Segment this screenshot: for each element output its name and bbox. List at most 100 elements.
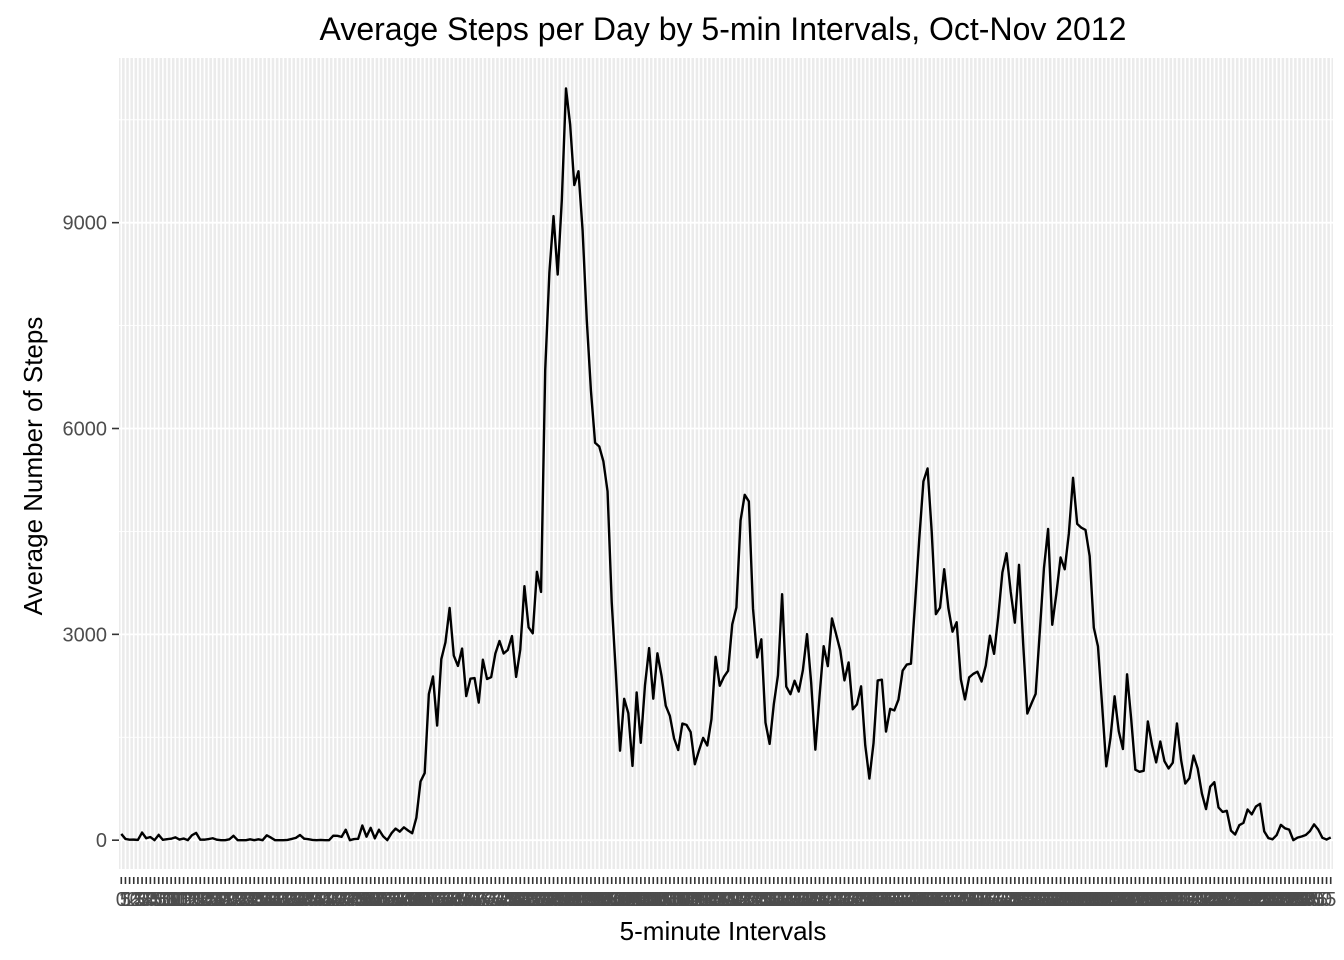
x-tick-label: 1250: [739, 889, 784, 911]
x-tick-label: 1545: [885, 889, 930, 911]
x-tick-label: 910: [562, 889, 595, 911]
x-tick-label: 300: [254, 889, 287, 911]
x-tick-label: 1330: [772, 889, 817, 911]
x-tick-label: 2330: [1271, 889, 1316, 911]
x-tick-label: 120: [171, 889, 204, 911]
x-tick-label: 1440: [831, 889, 876, 911]
x-tick-label: 420: [321, 889, 354, 911]
x-tick-label: 1125: [669, 889, 712, 911]
x-tick-label: 5: [120, 889, 131, 911]
x-tick-label: 1945: [1084, 889, 1129, 911]
x-tick-label: 355: [300, 889, 333, 911]
x-tick-label: 940: [587, 889, 620, 911]
x-tick-label: 1535: [876, 889, 921, 911]
x-tick-label: 2310: [1254, 889, 1299, 911]
x-tick-label: 1750: [988, 889, 1033, 911]
x-tick-label: 1935: [1076, 889, 1121, 911]
x-tick-label: 2040: [1130, 889, 1175, 911]
x-tick-label: 410: [312, 889, 345, 911]
x-tick-label: 1430: [822, 889, 867, 911]
x-tick-label: 830: [529, 889, 562, 911]
x-tick-label: 1105: [653, 889, 696, 911]
x-tick-label: 1155: [694, 889, 737, 911]
x-tick-label: 2115: [1160, 889, 1203, 911]
x-tick-label: 1350: [789, 889, 834, 911]
x-tick-label: 1015: [610, 889, 655, 911]
x-tick-label: 2000: [1097, 889, 1142, 911]
x-tick-label: 1520: [864, 889, 909, 911]
x-tick-label: 1625: [918, 889, 963, 911]
x-tick-label: 2140: [1180, 889, 1225, 911]
x-tick-label: 345: [292, 889, 325, 911]
x-tick-label: 955: [599, 889, 632, 911]
x-tick-label: 10: [118, 889, 140, 911]
x-tick-label: 1320: [764, 889, 809, 911]
x-tick-label: 1110: [657, 889, 699, 911]
x-tick-label: 2110: [1155, 889, 1198, 911]
x-tick-label: 455: [350, 889, 383, 911]
x-tick-label: 2240: [1229, 889, 1274, 911]
x-tick-label: 240: [238, 889, 271, 911]
x-tick-label: 400: [304, 889, 337, 911]
x-tick-label: 1845: [1034, 889, 1079, 911]
x-tick-label: 2105: [1151, 889, 1196, 911]
x-tick-label: 610: [412, 889, 445, 911]
x-tick-label: 1525: [868, 889, 913, 911]
x-tick-label: 245: [242, 889, 275, 911]
x-tick-label: 1805: [1001, 889, 1046, 911]
x-tick-label: 1115: [662, 889, 704, 911]
x-tick-label: 810: [512, 889, 545, 911]
x-tick-label: 750: [495, 889, 528, 911]
x-tick-label: 445: [341, 889, 374, 911]
x-tick-label: 900: [553, 889, 586, 911]
x-tick-label: 2345: [1284, 889, 1329, 911]
x-tick-label: 1905: [1051, 889, 1096, 911]
x-tick-label: 1720: [964, 889, 1009, 911]
x-tick-label: 555: [400, 889, 433, 911]
x-tick-label: 1150: [690, 889, 733, 911]
x-tick-label: 1500: [847, 889, 892, 911]
x-tick-label: 1610: [905, 889, 950, 911]
x-tick-label: 1335: [776, 889, 821, 911]
x-tick-label: 430: [329, 889, 362, 911]
x-tick-label: 315: [267, 889, 300, 911]
x-tick-label: 1305: [752, 889, 797, 911]
x-tick-label: 2035: [1126, 889, 1171, 911]
x-tick-label: 730: [479, 889, 512, 911]
x-tick-label: 850: [545, 889, 578, 911]
x-tick-label: 1855: [1042, 889, 1087, 911]
x-tick-label: 1655: [943, 889, 988, 911]
x-tick-label: 1130: [673, 889, 716, 911]
y-tick-label: 3000: [63, 624, 108, 646]
x-tick-label: 1745: [984, 889, 1029, 911]
x-tick-label: 250: [246, 889, 279, 911]
x-tick-label: 325: [275, 889, 308, 911]
x-tick-label: 835: [533, 889, 566, 911]
x-tick-label: 1300: [747, 889, 792, 911]
x-tick-label: 1010: [606, 889, 651, 911]
x-tick-label: 215: [217, 889, 250, 911]
x-tick-label: 1225: [718, 889, 763, 911]
x-tick-label: 905: [558, 889, 591, 911]
x-tick-label: 2045: [1134, 889, 1179, 911]
x-tick-label: 1930: [1072, 889, 1117, 911]
x-tick-label: 425: [325, 889, 358, 911]
x-tick-label: 1220: [714, 889, 759, 911]
x-tick-label: 2125: [1167, 889, 1212, 911]
x-tick-label: 1950: [1088, 889, 1133, 911]
x-tick-label: 2015: [1109, 889, 1154, 911]
x-tick-label: 40: [143, 889, 165, 911]
x-tick-label: 855: [549, 889, 582, 911]
x-tick-label: 330: [279, 889, 312, 911]
x-tick-label: 1315: [760, 889, 805, 911]
x-tick-label: 1505: [851, 889, 896, 911]
x-tick-label: 920: [570, 889, 603, 911]
x-tick-label: 500: [354, 889, 387, 911]
x-tick-label: 1135: [677, 889, 720, 911]
x-tick-label: 1925: [1067, 889, 1112, 911]
x-tick-label: 1940: [1080, 889, 1125, 911]
x-tick-label: 645: [441, 889, 474, 911]
x-tick-label: 225: [225, 889, 258, 911]
x-tick-label: 1835: [1026, 889, 1071, 911]
